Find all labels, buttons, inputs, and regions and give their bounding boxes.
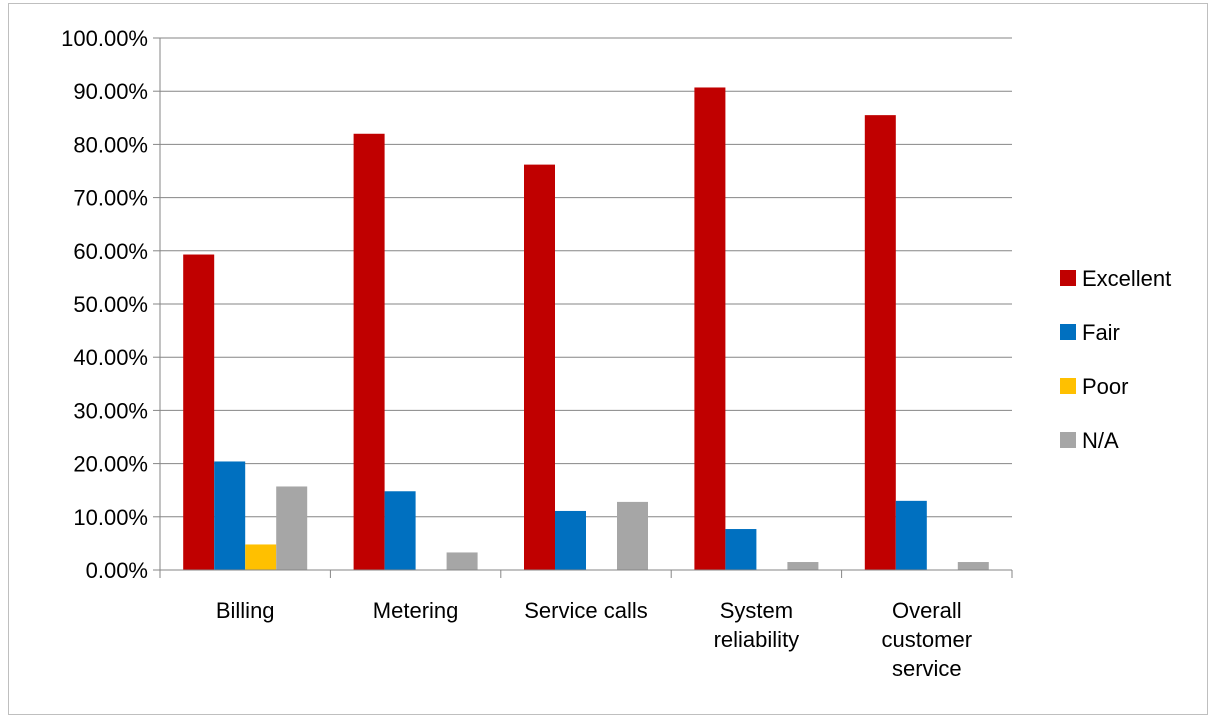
bar-fair-1	[384, 491, 416, 570]
legend-swatch	[1060, 378, 1076, 394]
legend-swatch	[1060, 432, 1076, 448]
x-category-label: Service calls	[524, 598, 647, 623]
bar-poor-0	[245, 544, 277, 570]
chart-frame	[8, 3, 1208, 715]
legend-label: Fair	[1082, 320, 1120, 345]
bar-n-a-1	[446, 552, 478, 570]
legend: Excellent Fair Poor N/A	[1060, 266, 1171, 453]
bars	[183, 87, 989, 571]
legend-swatch	[1060, 324, 1076, 340]
bar-n-a-2	[617, 501, 648, 570]
y-tick-label: 70.00%	[73, 186, 148, 211]
legend-label: N/A	[1082, 428, 1119, 453]
y-tick-label: 10.00%	[73, 505, 148, 530]
y-tick-label: 20.00%	[73, 452, 148, 477]
bar-excellent-3	[694, 87, 726, 570]
legend-label: Excellent	[1082, 266, 1171, 291]
y-tick-label: 90.00%	[73, 79, 148, 104]
bar-n-a-3	[787, 562, 819, 570]
y-tick-label: 80.00%	[73, 132, 148, 157]
bar-fair-3	[725, 529, 757, 570]
bar-fair-0	[214, 461, 246, 570]
x-category-label: Overall customer service	[882, 598, 972, 681]
y-tick-label: 100.00%	[61, 26, 148, 51]
bar-n-a-0	[276, 486, 308, 570]
y-tick-label: 0.00%	[86, 558, 148, 583]
y-tick-labels: 0.00% 10.00% 20.00% 30.00% 40.00% 50.00% 60.00…	[61, 26, 148, 583]
bar-fair-4	[895, 500, 927, 570]
legend-label: Poor	[1082, 374, 1128, 399]
legend-swatch	[1060, 270, 1076, 286]
y-tick-label: 60.00%	[73, 239, 148, 264]
bar-n-a-4	[957, 562, 989, 570]
x-category-labels: Billing Metering Service calls System reliab…	[216, 598, 972, 681]
x-category-label: System reliability	[714, 598, 800, 652]
axes	[153, 37, 1013, 578]
bar-excellent-1	[353, 133, 385, 570]
bar-excellent-2	[524, 164, 555, 570]
bar-excellent-0	[183, 254, 215, 571]
x-category-label: Billing	[216, 598, 275, 623]
y-tick-label: 30.00%	[73, 398, 148, 423]
bar-excellent-4	[864, 115, 896, 570]
y-tick-label: 50.00%	[73, 292, 148, 317]
bar-fair-2	[555, 510, 586, 570]
x-category-label: Metering	[373, 598, 459, 623]
y-tick-label: 40.00%	[73, 345, 148, 370]
